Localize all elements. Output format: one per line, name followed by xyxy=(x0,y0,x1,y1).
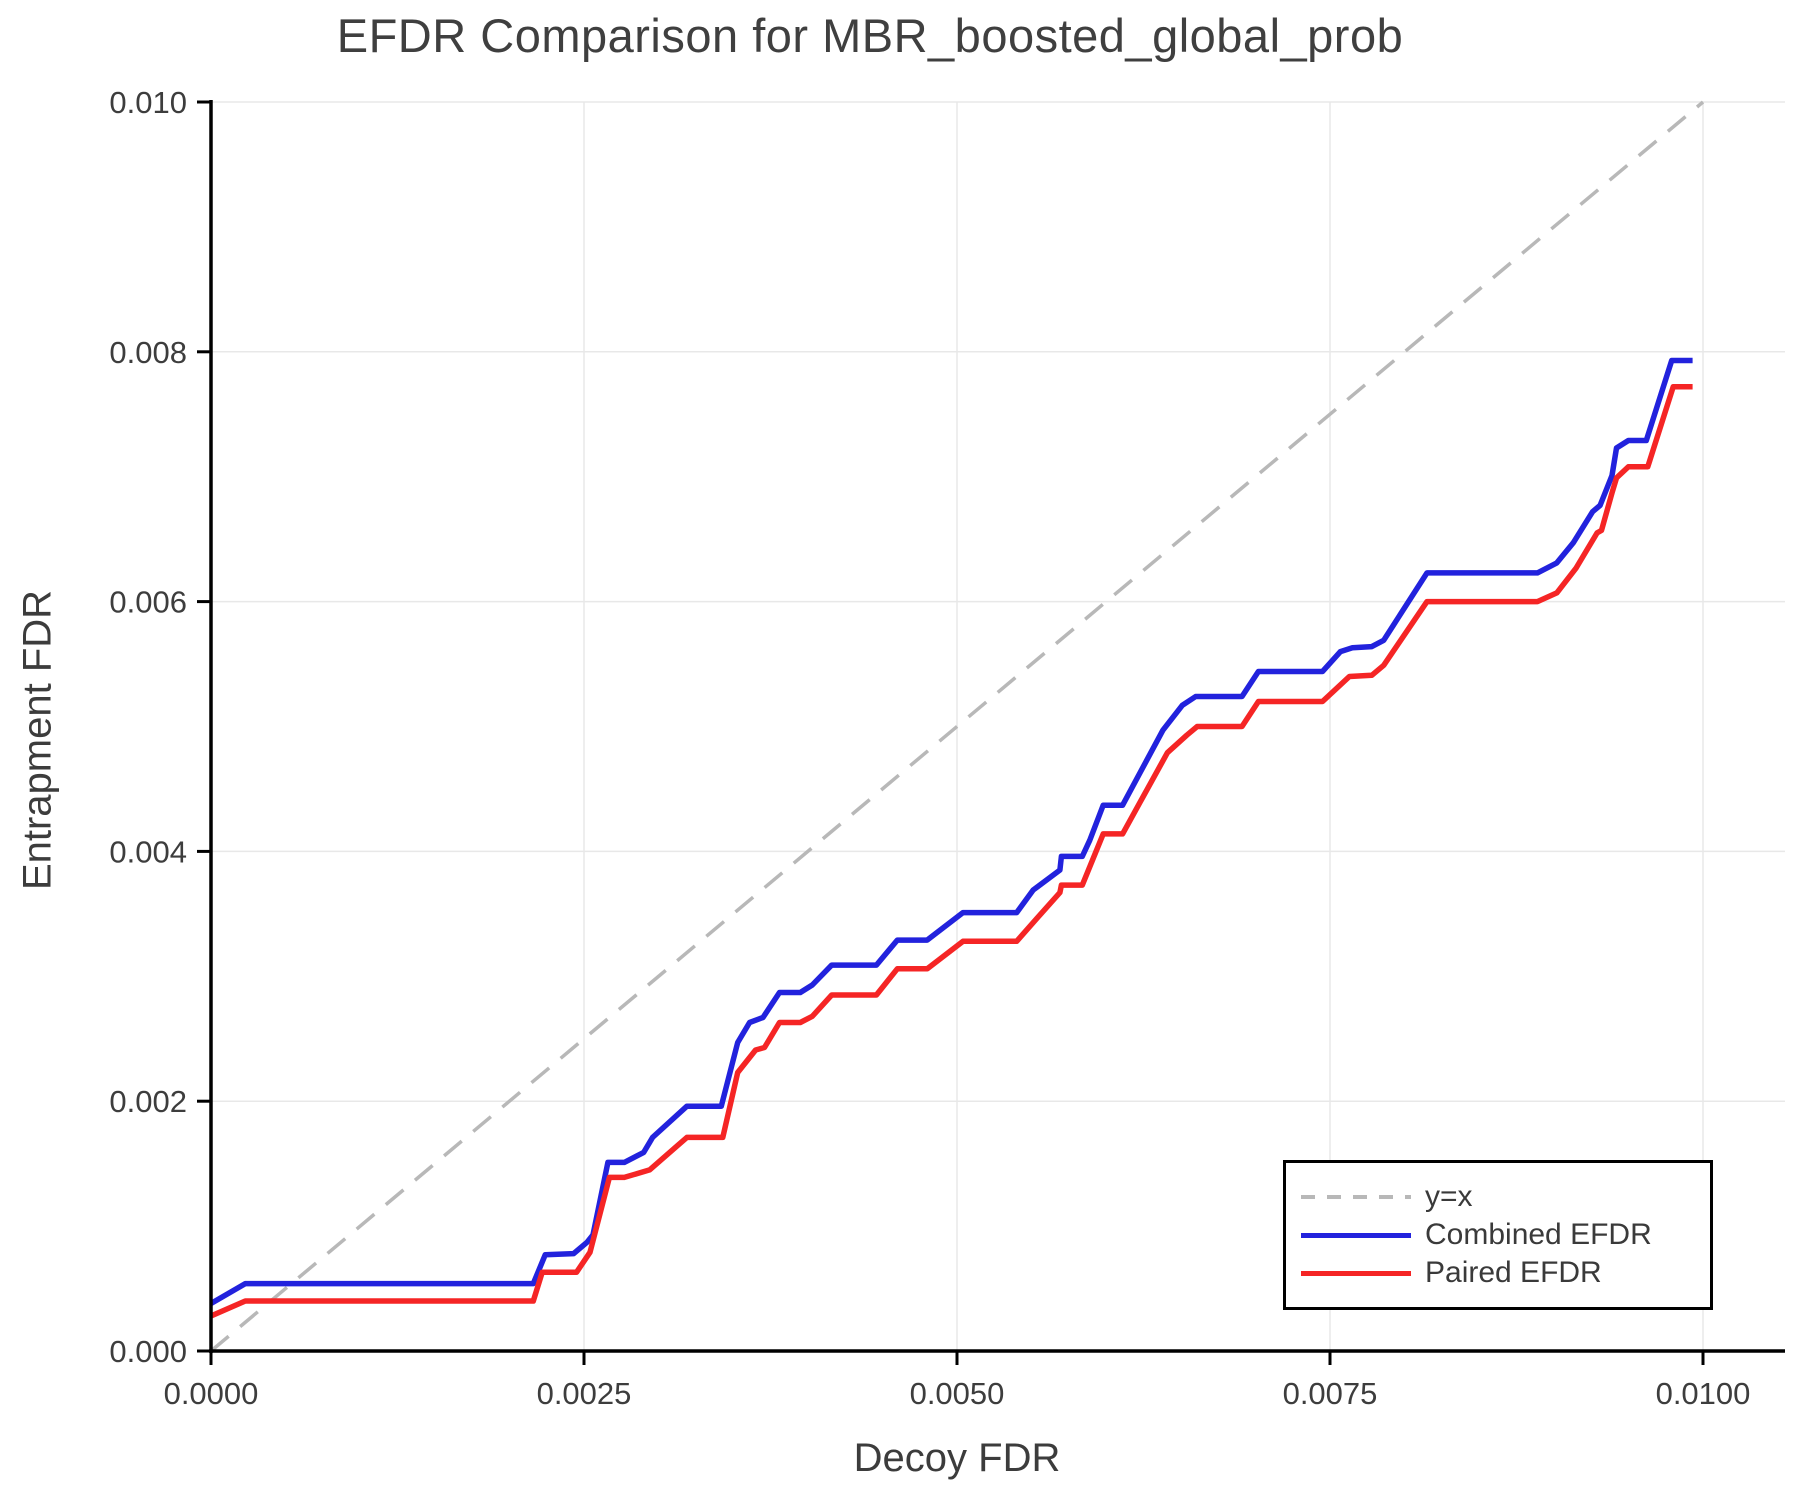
series-lines xyxy=(209,357,1693,1319)
legend-item-ref-line: y=x xyxy=(1301,1178,1710,1216)
legend-label: y=x xyxy=(1425,1180,1473,1213)
svg-text:0.0050: 0.0050 xyxy=(910,1376,1005,1411)
svg-text:0.0075: 0.0075 xyxy=(1283,1376,1378,1411)
axis-ticks xyxy=(197,100,1705,1365)
legend-item-combined-efdr: Combined EFDR xyxy=(1301,1216,1710,1254)
dashed-line-icon xyxy=(1301,1195,1411,1199)
chart-title: EFDR Comparison for MBR_boosted_global_p… xyxy=(336,9,1404,62)
legend-label: Paired EFDR xyxy=(1425,1256,1602,1289)
solid-line-icon xyxy=(1301,1232,1411,1238)
svg-text:0.0000: 0.0000 xyxy=(164,1376,259,1411)
svg-text:0.0025: 0.0025 xyxy=(537,1376,632,1411)
ref-line-y-equals-x xyxy=(209,100,1705,1353)
legend: y=x Combined EFDR Paired EFDR xyxy=(1283,1160,1713,1310)
svg-text:0.010: 0.010 xyxy=(109,85,187,120)
legend-label: Combined EFDR xyxy=(1425,1218,1652,1251)
svg-text:0.006: 0.006 xyxy=(109,585,187,620)
svg-text:0.004: 0.004 xyxy=(109,834,187,869)
legend-item-paired-efdr: Paired EFDR xyxy=(1301,1254,1710,1292)
x-axis-label: Decoy FDR xyxy=(853,1436,1061,1480)
tick-labels: 0.0000 0.0025 0.0050 0.0075 0.0100 0.000 0.002… xyxy=(109,85,1750,1411)
y-axis-label: Entrapment FDR xyxy=(15,589,60,891)
solid-line-icon xyxy=(1301,1270,1411,1276)
svg-text:0.000: 0.000 xyxy=(109,1334,187,1369)
axis-spines xyxy=(209,100,1785,1353)
svg-text:0.0100: 0.0100 xyxy=(1656,1376,1751,1411)
svg-text:0.008: 0.008 xyxy=(109,335,187,370)
svg-text:0.002: 0.002 xyxy=(109,1084,187,1119)
